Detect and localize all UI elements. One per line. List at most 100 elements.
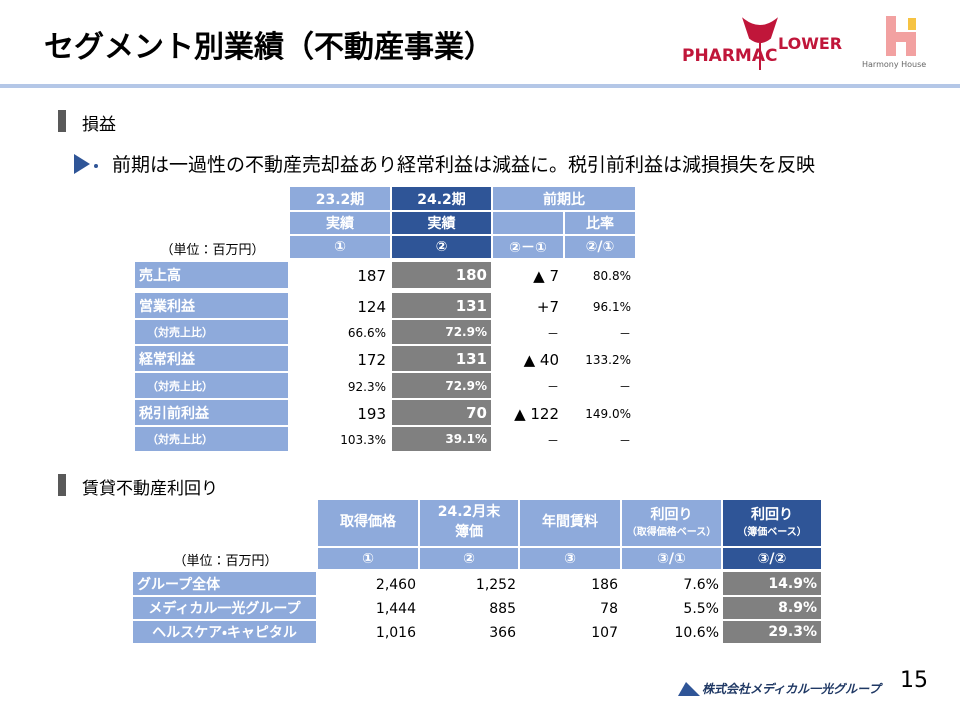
header-cell: 利回り （取得価格ベース） — [622, 500, 723, 548]
header-subtext: 簿価 — [455, 524, 483, 540]
header-cell: ②/① — [565, 236, 637, 260]
table-cell: 366 — [489, 625, 516, 641]
table-cell: － — [618, 380, 631, 394]
table-cell: 149.0% — [585, 406, 631, 421]
header-cell: 年間賃料 — [520, 500, 622, 548]
header-rule — [0, 84, 960, 88]
table-cell: 66.6% — [347, 326, 386, 340]
table-cell: 1,444 — [375, 601, 416, 617]
row-label: 経常利益 — [135, 346, 290, 373]
table-cell: 133.2% — [585, 352, 631, 367]
logo-text: PHARMAC — [682, 46, 778, 66]
table-cell: － — [618, 433, 631, 448]
table-cell: － — [546, 380, 559, 394]
header-cell: 実績 — [290, 212, 392, 236]
section-heading: 賃貸不動産利回り — [82, 479, 218, 499]
section-heading: 損益 — [82, 115, 116, 135]
table-cell: 72.9% — [392, 373, 493, 400]
footer-logo-icon — [678, 682, 700, 696]
table-cell: 96.1% — [592, 299, 631, 314]
bullet-icon — [74, 154, 98, 174]
header-text: 24.2月末 — [437, 504, 501, 521]
table-cell: － — [546, 433, 559, 448]
table-cell: 187 — [357, 267, 386, 285]
table-cell: 131 — [392, 293, 493, 320]
table-cell: － — [618, 326, 631, 341]
table-cell: － — [546, 326, 559, 341]
header-cell: ② — [392, 236, 493, 260]
table-cell: 7.6% — [683, 576, 719, 593]
unit-label: （単位：百万円） — [173, 554, 278, 569]
row-label: （対売上比） — [135, 320, 290, 346]
row-label: 営業利益 — [135, 293, 290, 320]
header-cell: ① — [318, 548, 420, 571]
table-cell: 186 — [591, 576, 618, 593]
header-cell — [493, 212, 565, 236]
row-label: ヘルスケア・キャピタル — [133, 621, 318, 645]
header-text: 利回り — [650, 507, 693, 524]
bullet-text: 前期は一過性の不動産売却益あり経常利益は減益に。税引前利益は減損損失を反映 — [112, 154, 816, 176]
row-label: メディカル一光グループ — [133, 597, 318, 621]
logo-sub: Harmony House — [862, 60, 927, 69]
table-cell: 1,252 — [475, 576, 516, 593]
header-cell: ②－① — [493, 236, 565, 260]
header-cell: ③ — [520, 548, 622, 571]
header-text: 利回り — [751, 507, 793, 524]
table-cell: 70 — [392, 400, 493, 427]
header-cell: 実績 — [392, 212, 493, 236]
table-cell: 172 — [357, 350, 386, 369]
table-cell: 885 — [489, 601, 516, 617]
table-cell: 131 — [392, 346, 493, 373]
page-number: 15 — [900, 668, 928, 693]
logo-flower — [742, 17, 778, 70]
row-label: （対売上比） — [135, 427, 290, 453]
table-cell: 72.9% — [392, 320, 493, 346]
header-cell: 利回り （簿価ベース） — [723, 500, 823, 548]
slide-title: セグメント別業績（不動産事業） — [44, 30, 494, 65]
section-marker — [58, 110, 66, 132]
table-cell: ▲ 122 — [514, 404, 559, 423]
header-cell: ③/① — [622, 548, 723, 571]
table-cell: +7 — [536, 297, 559, 316]
section-marker — [58, 474, 66, 496]
table-cell: 103.3% — [340, 433, 386, 447]
table-cell: 80.8% — [592, 269, 631, 283]
header-cell: 23.2期 — [290, 187, 392, 212]
unit-label: （単位：百万円） — [160, 242, 265, 258]
header-subtext: （簿価ベース） — [737, 526, 807, 538]
header-cell: ③/② — [723, 548, 823, 571]
table-cell: 14.9% — [723, 572, 823, 597]
table-cell: 1,016 — [375, 625, 416, 641]
table-cell: 180 — [392, 262, 493, 290]
table-cell: 193 — [357, 404, 386, 423]
header-cell: 24.2月末 簿価 — [420, 500, 520, 548]
table-cell: 78 — [600, 601, 618, 617]
row-label: グループ全体 — [133, 572, 318, 597]
table-cell: 92.3% — [347, 379, 386, 394]
header-cell: 前期比 — [493, 187, 637, 212]
header-cell: ① — [290, 236, 392, 260]
header-cell: ② — [420, 548, 520, 571]
table-cell: ▲ 7 — [533, 267, 559, 285]
table-cell: 2,460 — [375, 576, 416, 593]
table-cell: 8.9% — [723, 597, 823, 621]
row-label: 売上高 — [135, 262, 290, 290]
header-cell: 取得価格 — [318, 500, 420, 548]
header-text: 取得価格 — [340, 514, 396, 531]
table-cell: 39.1% — [392, 427, 493, 453]
table-cell: 10.6% — [674, 625, 719, 641]
header-cell: 24.2期 — [392, 187, 493, 212]
table-cell: ▲ 40 — [523, 350, 559, 369]
header-subtext: （取得価格ベース） — [626, 526, 717, 538]
row-label: 税引前利益 — [135, 400, 290, 427]
header-text: 年間賃料 — [542, 514, 598, 531]
table-cell: 107 — [591, 625, 618, 641]
row-label: （対売上比） — [135, 373, 290, 400]
logo-text: LOWER — [778, 34, 843, 53]
logo-h — [886, 16, 916, 56]
table-cell: 5.5% — [683, 601, 719, 617]
header-cell: 比率 — [565, 212, 637, 236]
table-cell: 29.3% — [723, 621, 823, 645]
footer-company: 株式会社メディカル一光グループ — [702, 682, 881, 696]
